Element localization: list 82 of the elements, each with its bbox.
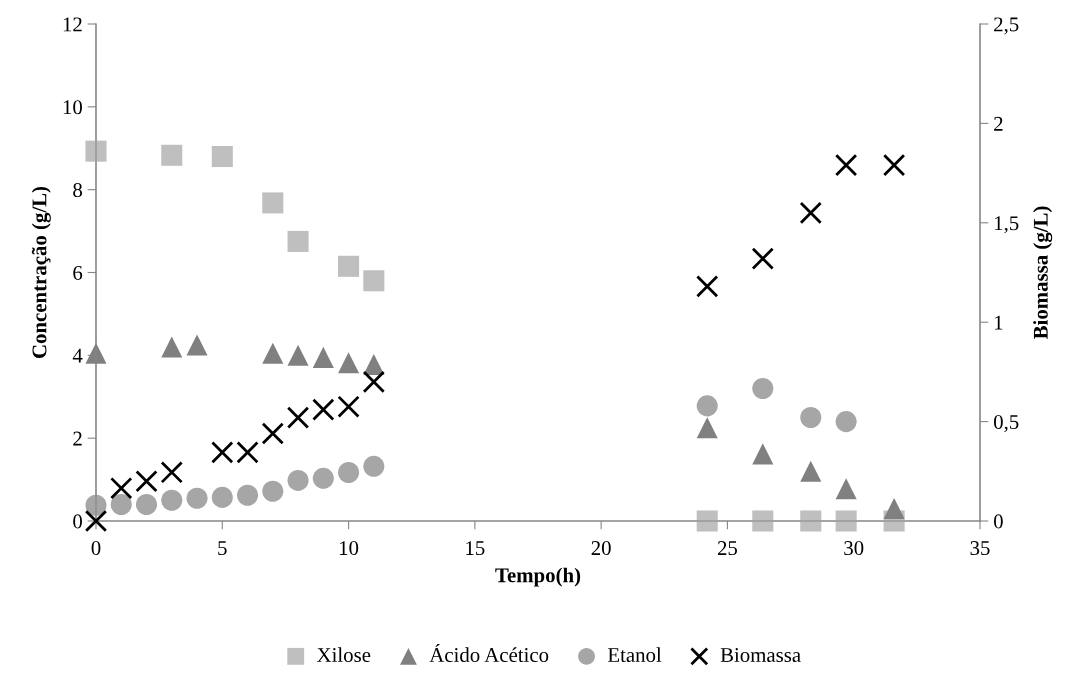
- x-tick-label: 15: [466, 541, 485, 556]
- point: [287, 230, 309, 252]
- y-tick-label: 10: [63, 100, 83, 115]
- point: [237, 484, 259, 506]
- point: [211, 486, 233, 508]
- point: [161, 336, 183, 358]
- point: [835, 478, 857, 500]
- legend-label: Xilose: [317, 647, 371, 663]
- y-tick-label: 0: [73, 514, 83, 529]
- y-tick-label: 4: [72, 348, 83, 363]
- point: [110, 493, 132, 515]
- point: [338, 255, 360, 277]
- point: [261, 422, 285, 445]
- y2-axis-title: Biomassa (g/L): [1033, 206, 1053, 339]
- y2-tick-label: 1: [995, 315, 1003, 330]
- point: [85, 140, 107, 162]
- y2-tick-label: 1,5: [995, 216, 1019, 234]
- x-tick-label: 20: [591, 541, 611, 556]
- point: [262, 480, 284, 502]
- point: [799, 201, 822, 225]
- point: [312, 346, 334, 368]
- point: [752, 443, 774, 465]
- point: [882, 153, 906, 177]
- point: [135, 470, 158, 493]
- point: [696, 395, 718, 417]
- point: [337, 395, 360, 418]
- point: [883, 498, 905, 520]
- y2-tick-label: 0: [993, 514, 1003, 529]
- x-tick-label: 10: [339, 541, 359, 556]
- point: [312, 398, 335, 421]
- point: [160, 461, 183, 484]
- y-tick-label: 8: [73, 183, 83, 198]
- point: [696, 275, 719, 298]
- y-axis-title: Concentração (g/L): [31, 186, 51, 358]
- point: [363, 270, 385, 292]
- point: [262, 192, 284, 214]
- x-tick-label: 25: [717, 541, 738, 556]
- point: [835, 510, 857, 532]
- point: [363, 455, 385, 477]
- point: [800, 406, 822, 428]
- x-tick-label: 0: [91, 541, 101, 556]
- y2-tick-label: 2,5: [994, 17, 1019, 35]
- point: [287, 344, 309, 366]
- point: [135, 493, 158, 515]
- point: [338, 462, 360, 484]
- point: [161, 144, 183, 166]
- point: [800, 510, 822, 532]
- point: [751, 247, 774, 270]
- point: [186, 334, 208, 356]
- y-tick-label: 12: [63, 17, 82, 32]
- point: [236, 441, 259, 464]
- legend-label: Ácido Acético: [429, 644, 549, 663]
- y2-tick-label: 0,5: [993, 414, 1019, 433]
- point: [696, 510, 718, 532]
- point: [338, 352, 360, 374]
- x-tick-label: 30: [844, 541, 864, 556]
- point: [835, 411, 857, 433]
- point: [800, 460, 822, 482]
- point: [186, 487, 208, 509]
- point: [110, 476, 133, 500]
- point: [211, 441, 234, 464]
- point: [696, 417, 718, 439]
- point: [287, 469, 309, 491]
- y-tick-label: 2: [73, 431, 82, 446]
- point: [312, 467, 334, 489]
- point: [262, 342, 284, 364]
- legend-label: Etanol: [607, 647, 662, 663]
- point: [752, 377, 774, 399]
- point: [363, 353, 385, 375]
- point: [362, 370, 386, 394]
- point: [161, 489, 183, 511]
- x-axis-title: Tempo(h): [495, 567, 581, 587]
- point: [84, 509, 108, 533]
- point: [211, 146, 233, 168]
- x-tick-label: 35: [970, 541, 990, 556]
- point: [752, 510, 774, 532]
- y2-tick-label: 2: [994, 116, 1003, 131]
- x-tick-label: 5: [218, 541, 227, 556]
- legend-label: Biomassa: [720, 648, 801, 663]
- y-tick-label: 6: [73, 265, 83, 280]
- point: [286, 406, 310, 429]
- point: [834, 153, 858, 177]
